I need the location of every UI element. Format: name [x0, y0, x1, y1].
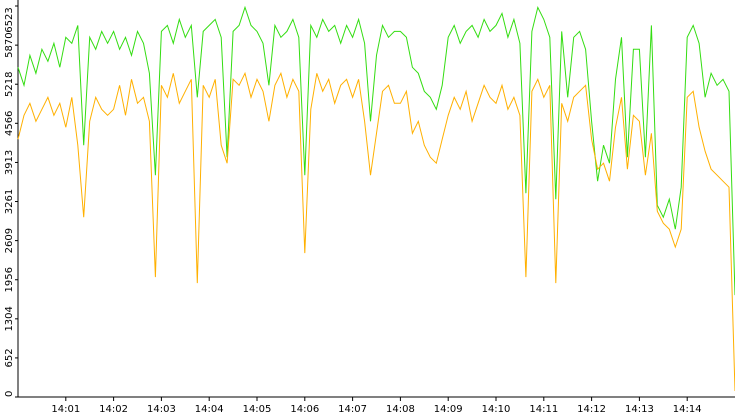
x-tick-label: 14:14: [673, 404, 702, 415]
x-tick-label: 14:01: [51, 404, 80, 415]
x-tick-label: 14:06: [290, 404, 319, 415]
x-tick-label: 14:13: [625, 404, 654, 415]
series-line: [17, 71, 735, 392]
y-tick-label: 0: [4, 391, 15, 397]
y-tick-label: 652: [4, 348, 15, 367]
y-tick-label: 3913: [4, 150, 15, 175]
x-tick-label: 14:07: [338, 404, 367, 415]
y-tick-label: 5870: [4, 32, 15, 57]
y-tick-label: 4566: [4, 111, 15, 136]
series-line: [17, 5, 735, 296]
x-tick-label: 14:04: [195, 404, 224, 415]
y-tick-label: 3261: [4, 189, 15, 214]
x-tick-label: 14:12: [577, 404, 606, 415]
x-tick-label: 14:05: [243, 404, 272, 415]
y-tick-label: 1956: [4, 267, 15, 292]
y-tick-label: 6523: [4, 7, 15, 32]
x-tick-label: 14:11: [529, 404, 558, 415]
y-tick-label: 2609: [4, 228, 15, 253]
x-tick-label: 14:09: [434, 404, 463, 415]
y-tick-label: 1304: [4, 306, 15, 331]
x-tick-label: 14:03: [147, 404, 176, 415]
x-tick-label: 14:08: [386, 404, 415, 415]
x-tick-label: 14:02: [99, 404, 128, 415]
x-tick-label: 14:10: [482, 404, 511, 415]
y-tick-label: 5218: [4, 71, 15, 96]
